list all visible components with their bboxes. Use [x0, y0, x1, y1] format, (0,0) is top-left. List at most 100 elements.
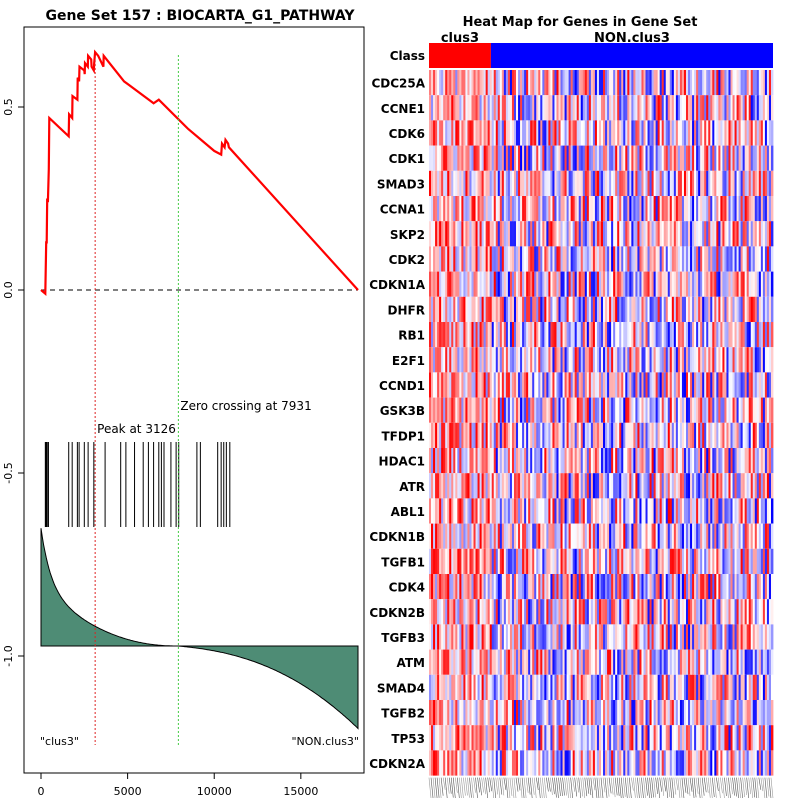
- heat-cell: [677, 624, 681, 650]
- heat-cell: [435, 725, 438, 751]
- heat-cell: [700, 649, 703, 675]
- heat-cell: [683, 296, 687, 322]
- heat-cell: [768, 246, 772, 272]
- heat-cell: [665, 725, 669, 751]
- heat-cell: [750, 322, 754, 348]
- heat-cell: [499, 271, 503, 297]
- heat-cell: [507, 372, 511, 398]
- heat-cell: [643, 674, 646, 700]
- heat-cell: [764, 296, 768, 322]
- heat-cell: [754, 448, 758, 474]
- heat-cell: [431, 574, 434, 600]
- heat-cell: [704, 397, 707, 423]
- heat-cell: [453, 599, 456, 625]
- heat-cell: [465, 372, 468, 398]
- heat-cell: [518, 473, 521, 499]
- heat-cell: [544, 70, 547, 96]
- heat-cell: [635, 70, 638, 96]
- heat-cell: [489, 221, 493, 247]
- heat-cell: [477, 498, 480, 524]
- heat-cell: [491, 221, 495, 247]
- heat-cell: [623, 448, 626, 474]
- heat-cell: [738, 145, 742, 171]
- heat-cell: [685, 548, 689, 574]
- heat-cell: [471, 523, 474, 549]
- heat-cell: [665, 246, 669, 272]
- heat-cell: [710, 624, 713, 650]
- heat-cell: [433, 523, 436, 549]
- heat-cell: [467, 700, 470, 726]
- heat-cell: [499, 296, 503, 322]
- heat-cell: [720, 574, 723, 600]
- heat-cell: [627, 725, 630, 751]
- heat-cell: [477, 523, 480, 549]
- heat-cell: [619, 322, 622, 348]
- heat-cell: [566, 725, 570, 751]
- heat-cell: [601, 221, 604, 247]
- heat-cell: [518, 422, 521, 448]
- heat-cell: [748, 599, 752, 625]
- heat-cell: [451, 95, 454, 121]
- heat-cell: [459, 750, 462, 776]
- heat-cell: [736, 397, 739, 423]
- heat-cell: [461, 372, 464, 398]
- heat-cell: [681, 145, 685, 171]
- heat-cell: [601, 170, 604, 196]
- heat-cell: [453, 725, 456, 751]
- gene-label: CDK1: [389, 152, 425, 166]
- heat-cell: [532, 271, 535, 297]
- heat-cell: [720, 170, 723, 196]
- heat-cell: [609, 70, 612, 96]
- heat-cell: [469, 221, 472, 247]
- heat-cell: [469, 700, 472, 726]
- heat-cell: [570, 322, 574, 348]
- heat-cell: [617, 322, 620, 348]
- heat-cell: [722, 397, 725, 423]
- heat-cell: [568, 448, 572, 474]
- gene-label: HDAC1: [379, 455, 425, 469]
- heat-cell: [613, 548, 616, 574]
- heat-cell: [746, 170, 750, 196]
- heat-cell: [509, 271, 513, 297]
- heat-cell: [750, 498, 754, 524]
- heat-cell: [698, 700, 701, 726]
- heat-cell: [730, 196, 733, 222]
- heat-cell: [617, 523, 620, 549]
- heat-cell: [572, 322, 576, 348]
- heat-cell: [756, 674, 760, 700]
- sample-label-mark: [598, 777, 602, 799]
- heat-cell: [479, 574, 483, 600]
- heat-cell: [483, 296, 487, 322]
- heat-cell: [562, 523, 565, 549]
- heat-cell: [706, 170, 709, 196]
- heat-cell: [526, 674, 529, 700]
- heat-cell: [655, 120, 659, 146]
- heat-cell: [548, 649, 551, 675]
- heat-cell: [708, 498, 711, 524]
- heat-cell: [730, 70, 733, 96]
- heat-cell: [433, 473, 436, 499]
- heat-cell: [499, 170, 503, 196]
- heat-cell: [513, 674, 517, 700]
- heat-cell: [722, 322, 725, 348]
- heat-cell: [540, 700, 543, 726]
- heat-cell: [714, 196, 717, 222]
- heat-cell: [552, 70, 555, 96]
- heat-cell: [534, 523, 537, 549]
- heat-cell: [568, 548, 572, 574]
- heat-cell: [489, 422, 493, 448]
- heat-cell: [671, 473, 675, 499]
- heat-cell: [562, 120, 565, 146]
- heat-cell: [726, 120, 729, 146]
- heat-cell: [756, 422, 760, 448]
- heat-cell: [433, 397, 436, 423]
- heat-cell: [764, 725, 768, 751]
- heat-cell: [447, 700, 450, 726]
- heat-cell: [582, 95, 586, 121]
- heat-cell: [710, 473, 713, 499]
- heat-cell: [586, 322, 590, 348]
- heat-cell: [568, 422, 572, 448]
- heat-cell: [681, 448, 685, 474]
- heat-cell: [679, 372, 683, 398]
- heat-cell: [669, 322, 673, 348]
